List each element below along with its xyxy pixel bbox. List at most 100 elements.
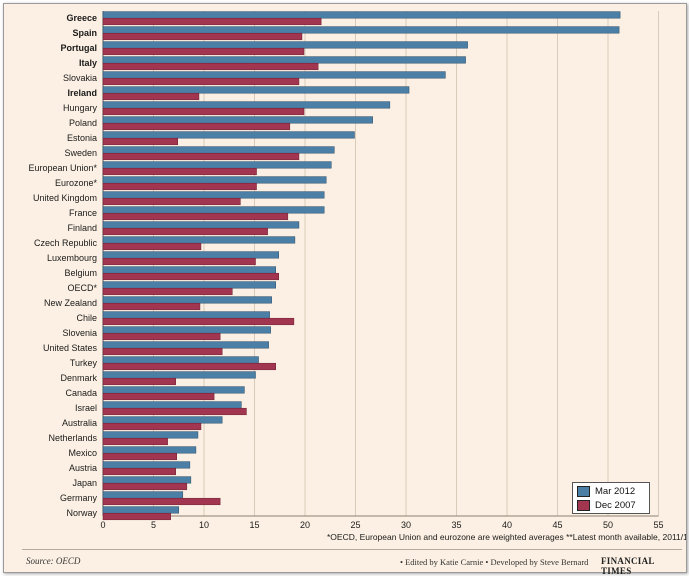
category-label: Eurozone* [55,178,98,188]
bar-mar-2012 [102,401,242,409]
category-label: Canada [65,388,97,398]
bar-dec-2007 [102,137,178,146]
bar-dec-2007 [102,497,221,506]
x-tick-label: 35 [451,520,461,530]
x-tick-label: 25 [350,520,360,530]
bar-dec-2007 [102,347,223,356]
bar-dec-2007 [102,377,176,386]
legend: Mar 2012 Dec 2007 [572,482,650,514]
bar-dec-2007 [102,77,300,86]
bar-chart: Greece Spain Portugal Italy Slovakia Ireland H… [28,11,686,542]
bar-dec-2007 [102,482,188,491]
bar-dec-2007 [102,437,168,446]
category-label: Norway [66,508,97,518]
x-tick-label: 0 [100,520,105,530]
bar-dec-2007 [102,212,289,221]
category-label: Japan [72,478,97,488]
footnote: *OECD, European Union and eurozone are w… [327,532,686,542]
footer-divider [22,549,682,550]
bar-dec-2007 [102,257,256,266]
category-label: Poland [69,118,97,128]
bar-mar-2012 [102,476,192,484]
category-label: Slovenia [62,328,97,338]
bar-mar-2012 [102,26,620,34]
bar-mar-2012 [102,131,355,139]
bar-mar-2012 [102,416,223,424]
bar-dec-2007 [102,197,241,206]
category-labels: Greece Spain Portugal Italy Slovakia Ireland H… [28,13,97,518]
bar-dec-2007 [102,242,202,251]
bar-mar-2012 [102,146,335,154]
category-label: Sweden [64,148,97,158]
category-label: Hungary [63,103,98,113]
bar-dec-2007 [102,182,257,191]
bar-mar-2012 [102,11,621,19]
bar-mar-2012 [102,431,199,439]
bar-dec-2007 [102,392,215,401]
legend-swatch-dec-2007 [577,499,590,511]
bar-mar-2012 [102,56,466,64]
bar-mar-2012 [102,296,272,304]
legend-item-mar-2012: Mar 2012 [577,484,649,498]
brand-logo: FINANCIAL TIMES [601,556,655,576]
bar-mar-2012 [102,341,269,349]
x-axis-ticks: 0 5 10 15 20 25 30 35 40 45 50 55 [100,520,663,530]
bar-dec-2007 [102,362,276,371]
x-tick-label: 5 [151,520,156,530]
bar-dec-2007 [102,332,221,341]
bar-dec-2007 [102,272,279,281]
category-label: Denmark [60,373,97,383]
category-label: Greece [66,13,97,23]
bar-mar-2012 [102,86,410,94]
bar-dec-2007 [102,167,257,176]
bar-mar-2012 [102,191,325,199]
legend-item-dec-2007: Dec 2007 [577,498,649,512]
x-tick-label: 50 [603,520,613,530]
bar-mar-2012 [102,251,279,259]
x-tick-label: 20 [300,520,310,530]
bar-mar-2012 [102,491,184,499]
bar-mar-2012 [102,326,271,334]
category-label: Portugal [60,43,97,53]
bar-mar-2012 [102,71,446,79]
bar-mar-2012 [102,221,300,229]
bar-mar-2012 [102,206,325,214]
bar-mar-2012 [102,446,197,454]
bar-dec-2007 [102,122,291,131]
category-label: Finland [67,223,97,233]
category-label: New Zealand [44,298,97,308]
bar-mar-2012 [102,506,179,514]
x-tick-label: 40 [502,520,512,530]
bar-mar-2012 [102,116,373,124]
category-label: Mexico [68,448,97,458]
category-label: Czech Republic [34,238,98,248]
bar-mar-2012 [102,371,256,379]
x-tick-label: 10 [199,520,209,530]
bar-mar-2012 [102,176,327,184]
category-label: Spain [72,28,97,38]
category-label: Chile [76,313,97,323]
bar-mar-2012 [102,161,332,169]
bar-mar-2012 [102,281,276,289]
category-label: Slovakia [63,73,97,83]
category-label: Israel [75,403,97,413]
category-label: Turkey [70,358,98,368]
category-label: United Kingdom [33,193,97,203]
category-label: Luxembourg [47,253,97,263]
bar-mar-2012 [102,356,259,364]
category-label: Germany [60,493,98,503]
chart-frame: Greece Spain Portugal Italy Slovakia Ireland H… [3,3,687,576]
bar-dec-2007 [102,317,295,326]
bar-dec-2007 [102,422,202,431]
category-label: Belgium [64,268,97,278]
bar-dec-2007 [102,467,176,476]
x-tick-label: 55 [653,520,663,530]
category-label: France [69,208,97,218]
x-tick-label: 45 [552,520,562,530]
bar-mar-2012 [102,311,270,319]
credits: • Edited by Katie Carnie • Developed by … [400,557,589,567]
x-tick-label: 30 [401,520,411,530]
bar-dec-2007 [102,32,303,41]
bar-mar-2012 [102,461,191,469]
category-label: Austria [69,463,97,473]
